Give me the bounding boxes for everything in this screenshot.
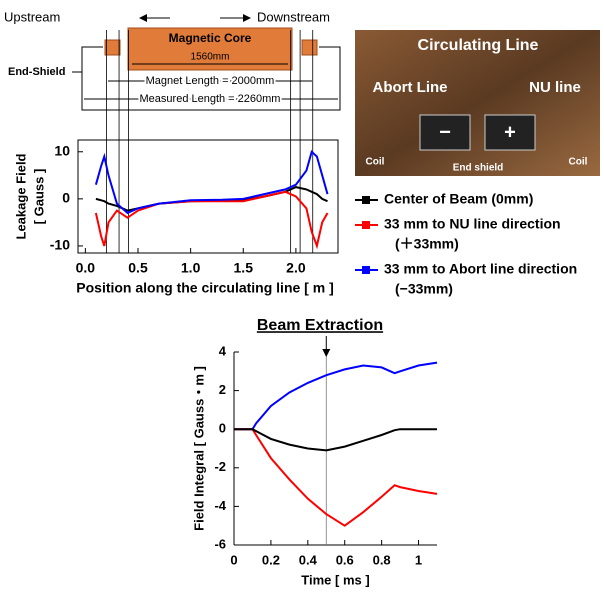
photo: Circulating Line Abort Line NU line − + …	[355, 30, 600, 176]
diagram: Upstream Downstream Magnetic Core 1560mm…	[4, 9, 341, 111]
x-tick-label: 0.5	[128, 260, 148, 276]
y-tick-label: 4	[219, 343, 227, 358]
leader	[72, 46, 103, 73]
x-axis-label: Position along the circulating line [ m …	[76, 280, 333, 296]
x-tick-label: 1.5	[234, 260, 254, 276]
photo-label: Circulating Line	[418, 37, 539, 54]
photo-label: Coil	[569, 157, 588, 168]
x-axis-label: Time [ ms ]	[301, 572, 369, 587]
photo-background	[355, 30, 600, 176]
y-tick-label: 10	[54, 142, 70, 158]
legend-label: (−33mm)	[395, 281, 453, 297]
aperture	[419, 114, 471, 151]
photo-label: Coil	[366, 157, 385, 168]
series-line	[234, 428, 437, 452]
y-axis-label: Leakage Field	[13, 153, 28, 239]
series-line	[94, 149, 329, 215]
magnet-length: Magnet Length = 2000mm	[146, 75, 275, 87]
y-tick-label: 0	[62, 190, 70, 206]
y-tick-label: 0	[219, 421, 226, 436]
x-tick-label: 0.4	[299, 552, 318, 567]
end-shield	[104, 39, 121, 56]
series-line	[234, 428, 438, 527]
x-tick-label: 1	[415, 552, 422, 567]
x-tick-label: 0.6	[336, 552, 354, 567]
chart-title: Beam Extraction	[257, 317, 383, 334]
core	[127, 27, 293, 71]
y-tick-label: -2	[214, 459, 226, 474]
series-line	[234, 361, 438, 431]
photo-label: +	[504, 121, 516, 143]
legend-marker	[362, 221, 370, 229]
x-tick-label: 1.0	[181, 260, 201, 276]
photo-label: End shield	[453, 163, 504, 174]
photo-label: Abort Line	[373, 79, 448, 96]
photo-label: NU line	[529, 79, 581, 96]
series-line	[94, 190, 329, 250]
core-length: 1560mm	[191, 52, 230, 63]
plot-frame	[77, 139, 339, 254]
y-axis-label: [ Gauss ]	[31, 169, 46, 225]
measured-length: Measured Length = 2260mm	[140, 93, 281, 105]
legend-label: 33 mm to Abort line direction	[384, 261, 577, 277]
y-tick-label: -10	[50, 237, 70, 253]
legend-label: 33 mm to NU line direction	[384, 216, 561, 232]
y-tick-label: -6	[214, 536, 226, 551]
photo-label: −	[439, 121, 451, 143]
x-tick-label: 0	[230, 552, 237, 567]
downstream-label: Downstream	[257, 9, 330, 24]
x-tick-label: 0.0	[76, 260, 96, 276]
core-label: Magnetic Core	[169, 31, 252, 45]
legend-marker	[362, 266, 370, 274]
end-shield-label: End-Shield	[8, 66, 65, 78]
x-tick-label: 0.8	[373, 552, 391, 567]
aperture	[484, 114, 536, 151]
upstream-label: Upstream	[4, 9, 60, 24]
x-tick-label: 0.2	[262, 552, 280, 567]
leader	[81, 46, 341, 111]
y-tick-label: 2	[219, 382, 226, 397]
series-line	[95, 186, 328, 212]
end-shield	[301, 39, 318, 56]
legend-label: (＋33mm)	[395, 236, 459, 252]
y-axis-label: Field Integral [ Gauss・m ]	[191, 366, 206, 531]
x-tick-label: 2.0	[286, 260, 306, 276]
legend-label: Center of Beam (0mm)	[384, 191, 533, 207]
legend-marker	[362, 196, 370, 204]
y-tick-label: -4	[214, 498, 226, 513]
